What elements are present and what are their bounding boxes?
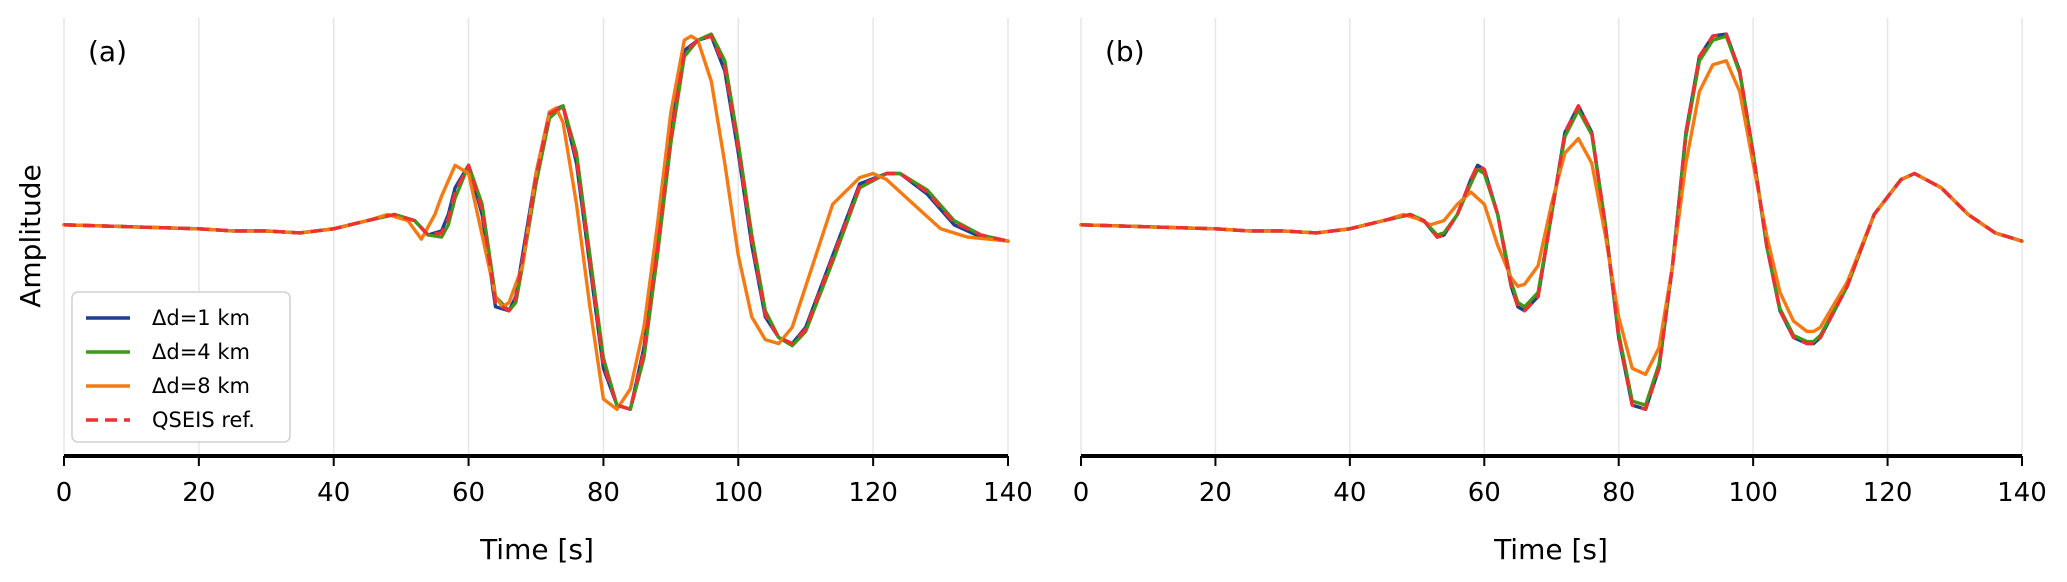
panel-label-a: (a) [88,35,127,68]
grid-lines-b [1080,18,2023,456]
x-axis-b: 0 20 40 60 80 100 120 140 [1073,454,2047,508]
legend-entry-label: Δd=4 km [152,340,250,364]
x-axis-title-a: Time [s] [479,533,594,566]
x-tick-label: 0 [56,478,73,508]
x-tick-label: 40 [317,478,350,508]
series-line [1080,32,2023,411]
x-tick-label: 60 [452,478,485,508]
x-tick-label: 80 [1602,478,1635,508]
series-group-b [1079,32,2024,411]
x-tick-label: 60 [1468,478,1501,508]
y-axis-title: Amplitude [14,164,47,308]
legend: Δd=1 km Δd=4 km Δd=8 km QSEIS ref. [71,291,291,443]
legend-entry-label: Δd=8 km [152,374,250,398]
series-line [63,34,1009,411]
panel-b: 0 20 40 60 80 100 120 140 (b) Time [s] [1073,18,2047,566]
x-tick-label: 120 [848,478,898,508]
series-group-a [62,32,1010,411]
x-tick-label: 100 [713,478,763,508]
x-tick-label: 100 [1728,478,1778,508]
x-axis-title-b: Time [s] [1493,533,1608,566]
x-tick-label: 140 [1997,478,2047,508]
legend-entry-label: QSEIS ref. [152,408,255,432]
series-line [62,34,1010,411]
legend-entry-label: Δd=1 km [152,306,250,330]
grid-lines-a [63,18,1009,456]
x-tick-label: 40 [1333,478,1366,508]
x-tick-label: 20 [1199,478,1232,508]
legend-box [71,291,291,443]
x-tick-label: 120 [1863,478,1913,508]
x-tick-label: 20 [182,478,215,508]
x-tick-label: 140 [983,478,1033,508]
x-tick-label: 0 [1073,478,1090,508]
panel-label-b: (b) [1105,35,1145,68]
x-axis-a: 0 20 40 60 80 100 120 140 [56,454,1033,508]
x-tick-label: 80 [587,478,620,508]
panel-a: 0 20 40 60 80 100 120 140 (a) Time [s] Δd=1 kmΔ… [56,18,1033,566]
